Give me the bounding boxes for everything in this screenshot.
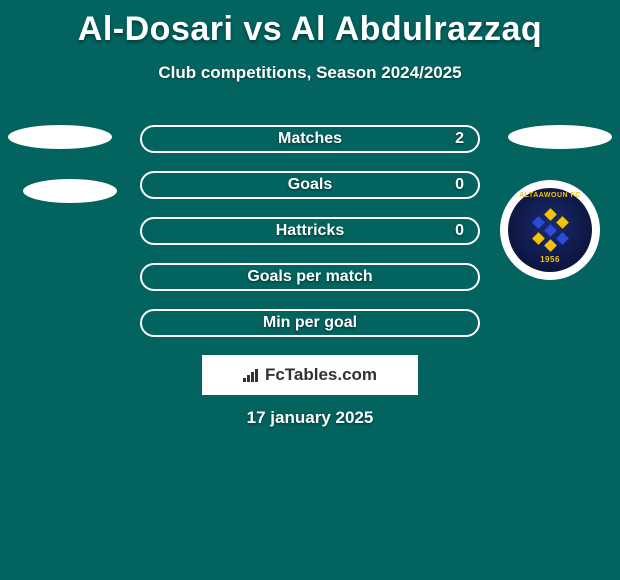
attribution-text: FcTables.com <box>265 365 377 385</box>
stat-label: Matches <box>278 130 342 148</box>
player-right-placeholder-1 <box>508 125 612 149</box>
stat-label: Goals per match <box>247 268 372 286</box>
subtitle: Club competitions, Season 2024/2025 <box>0 63 620 83</box>
chart-icon <box>243 368 261 382</box>
stat-right-value: 0 <box>455 176 464 194</box>
stat-right-value: 2 <box>455 130 464 148</box>
stat-label: Min per goal <box>263 314 357 332</box>
stats-table: Matches 2 Goals 0 Hattricks 0 Goals per … <box>140 125 480 355</box>
player-left-placeholder-2 <box>23 179 117 203</box>
club-badge-right: ALTAAWOUN FC 1956 <box>500 180 600 280</box>
stat-label: Goals <box>288 176 332 194</box>
club-name-label: ALTAAWOUN FC <box>519 192 581 199</box>
stat-row-matches: Matches 2 <box>140 125 480 153</box>
stat-label: Hattricks <box>276 222 344 240</box>
player-left-placeholder-1 <box>8 125 112 149</box>
page-title: Al-Dosari vs Al Abdulrazzaq <box>0 0 620 49</box>
stat-row-goals: Goals 0 <box>140 171 480 199</box>
club-year-label: 1956 <box>540 255 560 264</box>
club-badge-inner: ALTAAWOUN FC 1956 <box>508 188 592 272</box>
club-ball-icon <box>530 210 570 250</box>
date-label: 17 january 2025 <box>0 408 620 428</box>
stat-row-goals-per-match: Goals per match <box>140 263 480 291</box>
stat-row-hattricks: Hattricks 0 <box>140 217 480 245</box>
stat-right-value: 0 <box>455 222 464 240</box>
stat-row-min-per-goal: Min per goal <box>140 309 480 337</box>
attribution-box: FcTables.com <box>202 355 418 395</box>
